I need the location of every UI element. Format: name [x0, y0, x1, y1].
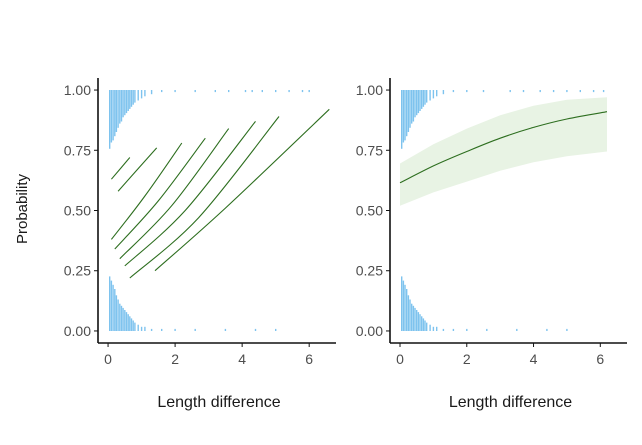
x-tick-label: 4 — [238, 351, 246, 367]
x-axis-label: Length difference — [449, 394, 572, 411]
confidence-band — [400, 97, 607, 206]
chart-panel-left: 0.00 0.25 0.50 0.75 1.00 0 2 4 6 Length differenc… — [64, 78, 336, 411]
series-line-5 — [124, 121, 256, 267]
x-tick-label: 4 — [530, 351, 538, 367]
y-tick-label: 0.00 — [356, 323, 383, 339]
y-tick-label: 0.00 — [64, 323, 91, 339]
series-line-0 — [399, 111, 608, 184]
x-axis-label: Length difference — [157, 394, 280, 411]
y-tick-label: 0.75 — [356, 142, 383, 158]
y-tick-label: 1.00 — [64, 82, 91, 98]
series-line-1 — [117, 147, 158, 192]
series-line-6 — [129, 116, 280, 279]
y-tick-label: 0.50 — [356, 203, 383, 219]
x-tick-label: 0 — [396, 351, 404, 367]
y-tick-label: 1.00 — [356, 82, 383, 98]
chart-panel-right: 0.00 0.25 0.50 0.75 1.00 0 2 4 6 Length differenc… — [356, 78, 627, 411]
y-axis-label: Probability — [14, 173, 31, 244]
y-tick-label: 0.25 — [64, 263, 91, 279]
y-tick-label: 0.25 — [356, 263, 383, 279]
series-line-2 — [110, 142, 183, 240]
series-line-0 — [110, 157, 131, 180]
x-tick-label: 6 — [596, 351, 604, 367]
x-tick-label: 6 — [305, 351, 313, 367]
y-tick-label: 0.75 — [64, 142, 91, 158]
series-line-3 — [114, 137, 206, 250]
x-tick-label: 2 — [171, 351, 179, 367]
y-tick-label: 0.50 — [64, 203, 91, 219]
x-tick-label: 2 — [463, 351, 471, 367]
x-tick-label: 0 — [104, 351, 112, 367]
series-line-7 — [154, 108, 330, 272]
series-line-4 — [119, 128, 230, 260]
